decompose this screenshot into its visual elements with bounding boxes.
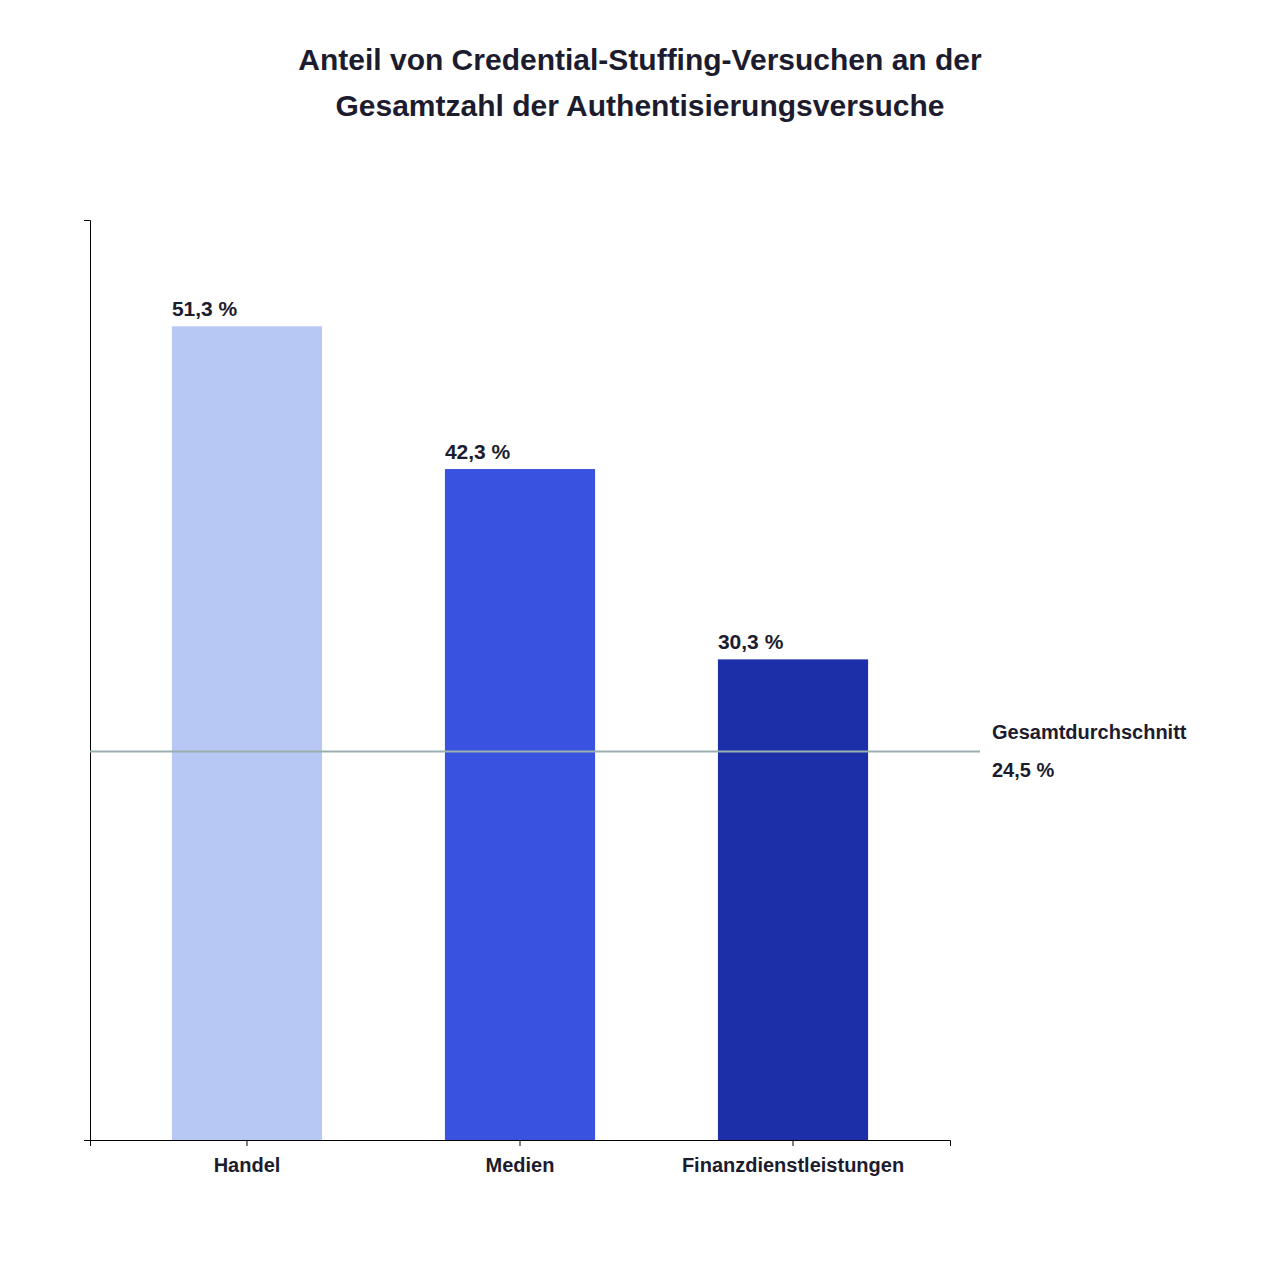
x-tick-label: Medien [486,1154,555,1176]
reference-line [90,750,980,752]
chart: Anteil von Credential-Stuffing-Versuchen… [0,0,1280,1280]
reference-value-label: 24,5 % [992,759,1054,781]
x-tick-mark [520,1140,521,1146]
x-tick: Handel [214,1140,281,1176]
data-label: 30,3 % [718,630,784,653]
x-axis: Handel Medien Finanzdienstleistungen [91,1140,951,1176]
x-tick-label: Handel [214,1154,281,1176]
data-label: 42,3 % [445,440,511,463]
y-axis-line [84,221,91,1141]
bar [172,326,322,1140]
x-axis-line [91,1141,951,1147]
x-tick: Medien [486,1140,555,1176]
bar [445,469,595,1140]
x-tick-mark [246,1140,247,1146]
x-tick-mark [793,1140,794,1146]
bar [718,659,868,1140]
reference-label: Gesamtdurchschnitt [992,721,1187,743]
title: Anteil von Credential-Stuffing-Versuchen… [298,43,982,122]
data-labels: 51,3 % 42,3 % 30,3 % [172,297,784,653]
x-tick-label: Finanzdienstleistungen [682,1154,904,1176]
plot-area [172,326,868,1140]
x-tick: Finanzdienstleistungen [682,1140,904,1176]
y-axis [84,221,91,1141]
data-label: 51,3 % [172,297,238,320]
